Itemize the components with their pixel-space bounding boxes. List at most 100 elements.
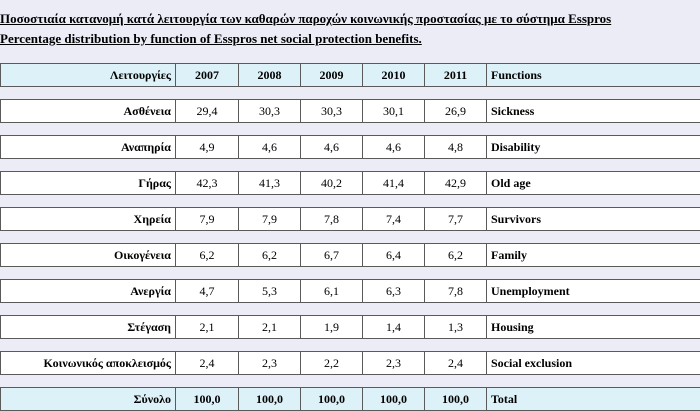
row-value: 30,1 <box>362 99 425 123</box>
spacer-cell <box>486 230 700 244</box>
spacer-cell <box>238 158 301 172</box>
spacer-cell <box>175 86 239 100</box>
row-value: 4,9 <box>175 135 239 159</box>
row-value: 41,3 <box>238 171 301 195</box>
row-value: 7,4 <box>362 207 425 231</box>
spacer-row <box>0 194 700 208</box>
header-functions-greek: Λειτουργίες <box>0 63 176 87</box>
row-value: 2,1 <box>238 315 301 339</box>
spacer-cell <box>424 338 487 352</box>
row-label-greek: Ασθένεια <box>0 99 176 123</box>
row-value: 4,7 <box>175 279 239 303</box>
spacer-cell <box>238 122 301 136</box>
total-value: 100,0 <box>362 387 425 411</box>
spacer-cell <box>300 230 363 244</box>
row-label-english: Family <box>486 243 700 267</box>
spacer-cell <box>238 194 301 208</box>
row-value: 4,6 <box>362 135 425 159</box>
row-value: 2,2 <box>300 351 363 375</box>
spacer-cell <box>486 86 700 100</box>
spacer-cell <box>486 266 700 280</box>
row-label-english: Survivors <box>486 207 700 231</box>
row-value: 7,7 <box>424 207 487 231</box>
spacer-row <box>0 302 700 316</box>
spacer-cell <box>175 338 239 352</box>
header-year: 2011 <box>424 63 487 87</box>
table-row: Ανεργία 4,7 5,3 6,1 6,3 7,8 Unemployment <box>0 279 700 303</box>
row-value: 7,9 <box>238 207 301 231</box>
spacer-row <box>0 338 700 352</box>
spacer-cell <box>362 158 425 172</box>
row-label-greek: Αναπηρία <box>0 135 176 159</box>
spacer-cell <box>362 122 425 136</box>
spacer-cell <box>362 338 425 352</box>
row-value: 40,2 <box>300 171 363 195</box>
row-label-greek: Γήρας <box>0 171 176 195</box>
row-value: 4,6 <box>238 135 301 159</box>
spacer-cell <box>0 302 176 316</box>
header-functions-english: Functions <box>486 63 700 87</box>
spacer-row <box>0 158 700 172</box>
spacer-cell <box>0 158 176 172</box>
spacer-cell <box>0 86 176 100</box>
benefits-table: Λειτουργίες 2007 2008 2009 2010 2011 Functions… <box>0 63 700 411</box>
row-value: 30,3 <box>300 99 363 123</box>
spacer-cell <box>362 230 425 244</box>
spacer-cell <box>238 302 301 316</box>
row-value: 4,6 <box>300 135 363 159</box>
spacer-cell <box>486 302 700 316</box>
row-label-greek: Οικογένεια <box>0 243 176 267</box>
row-value: 41,4 <box>362 171 425 195</box>
spacer-cell <box>175 158 239 172</box>
spacer-row <box>0 266 700 280</box>
spacer-cell <box>424 230 487 244</box>
spacer-cell <box>238 374 301 388</box>
table-row: Γήρας 42,3 41,3 40,2 41,4 42,9 Old age <box>0 171 700 195</box>
spacer-cell <box>300 122 363 136</box>
row-value: 7,8 <box>300 207 363 231</box>
spacer-cell <box>424 266 487 280</box>
spacer-row <box>0 230 700 244</box>
spacer-cell <box>300 302 363 316</box>
row-label-greek: Κοινωνικός αποκλεισμός <box>0 351 176 375</box>
title-greek: Ποσοστιαία κατανομή κατά λειτουργία των … <box>0 11 612 26</box>
spacer-cell <box>362 374 425 388</box>
row-value: 1,3 <box>424 315 487 339</box>
row-value: 1,9 <box>300 315 363 339</box>
row-value: 6,3 <box>362 279 425 303</box>
spacer-cell <box>424 194 487 208</box>
spacer-cell <box>175 266 239 280</box>
spacer-cell <box>424 374 487 388</box>
spacer-row <box>0 374 700 388</box>
spacer-cell <box>0 374 176 388</box>
table-row: Αναπηρία 4,9 4,6 4,6 4,6 4,8 Disability <box>0 135 700 159</box>
total-value: 100,0 <box>300 387 363 411</box>
table-row: Κοινωνικός αποκλεισμός 2,4 2,3 2,2 2,3 2,4 Soc… <box>0 351 700 375</box>
spacer-cell <box>486 374 700 388</box>
spacer-cell <box>238 338 301 352</box>
spacer-row <box>0 86 700 100</box>
row-value: 30,3 <box>238 99 301 123</box>
spacer-cell <box>486 122 700 136</box>
header-year: 2007 <box>175 63 239 87</box>
row-value: 6,7 <box>300 243 363 267</box>
spacer-cell <box>300 266 363 280</box>
row-value: 6,2 <box>238 243 301 267</box>
row-value: 29,4 <box>175 99 239 123</box>
spacer-cell <box>424 302 487 316</box>
spacer-cell <box>175 374 239 388</box>
total-value: 100,0 <box>175 387 239 411</box>
spacer-cell <box>362 266 425 280</box>
row-label-english: Unemployment <box>486 279 700 303</box>
total-label-english: Total <box>486 387 700 411</box>
total-value: 100,0 <box>238 387 301 411</box>
title-english: Percentage distribution by function of E… <box>0 31 422 46</box>
spacer-cell <box>424 158 487 172</box>
row-value: 1,4 <box>362 315 425 339</box>
spacer-cell <box>362 302 425 316</box>
spacer-cell <box>424 86 487 100</box>
header-year: 2009 <box>300 63 363 87</box>
spacer-cell <box>238 266 301 280</box>
spacer-row <box>0 122 700 136</box>
row-value: 6,2 <box>424 243 487 267</box>
